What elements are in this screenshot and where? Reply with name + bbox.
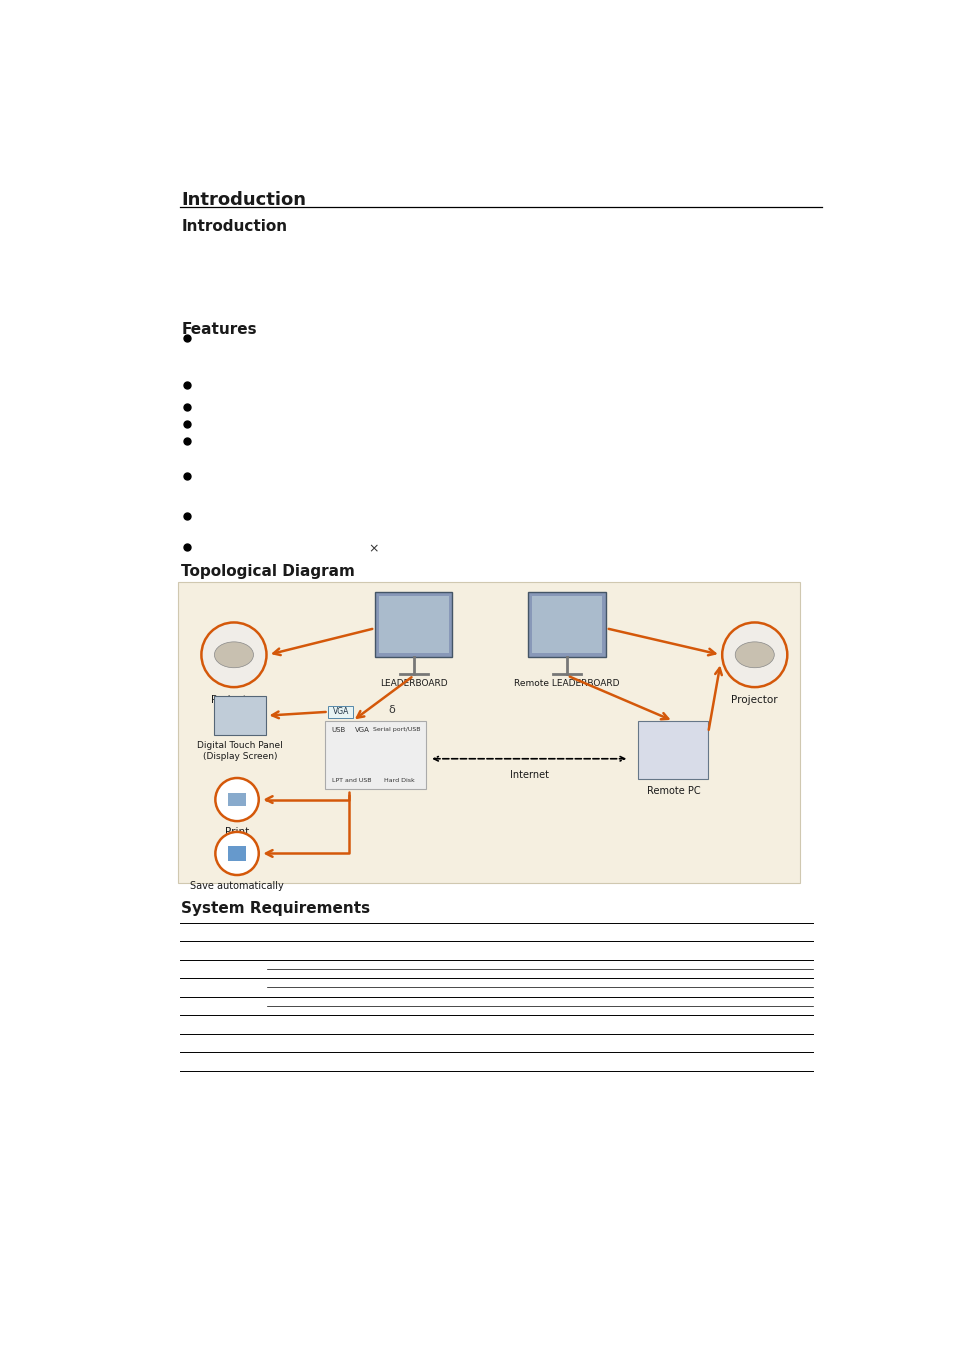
Circle shape bbox=[201, 622, 266, 687]
Circle shape bbox=[215, 778, 258, 821]
Bar bbox=[213, 697, 266, 734]
Text: (Display Screen): (Display Screen) bbox=[203, 752, 277, 761]
Bar bbox=[228, 794, 246, 806]
Text: Remote LEADERBOARD: Remote LEADERBOARD bbox=[514, 679, 619, 687]
Bar bbox=[532, 595, 601, 653]
Text: Introduction: Introduction bbox=[181, 219, 287, 234]
FancyArrowPatch shape bbox=[708, 668, 721, 730]
Text: Projector: Projector bbox=[731, 695, 778, 705]
Bar bbox=[228, 845, 246, 861]
Text: δ: δ bbox=[388, 705, 395, 716]
Circle shape bbox=[215, 832, 258, 875]
Bar bbox=[375, 591, 452, 657]
Text: Features: Features bbox=[181, 323, 256, 338]
Text: Topological Diagram: Topological Diagram bbox=[181, 564, 355, 579]
Text: ×: × bbox=[368, 543, 378, 556]
Text: Serial port/USB: Serial port/USB bbox=[373, 728, 420, 732]
Text: VGA: VGA bbox=[333, 707, 349, 717]
Text: Projector: Projector bbox=[211, 695, 257, 705]
Bar bbox=[178, 582, 799, 883]
Text: Internet: Internet bbox=[510, 771, 549, 780]
Ellipse shape bbox=[735, 641, 774, 668]
Bar bbox=[328, 706, 353, 718]
Ellipse shape bbox=[214, 641, 253, 668]
Text: Hard Disk: Hard Disk bbox=[383, 778, 414, 783]
Text: Introduction: Introduction bbox=[181, 192, 306, 209]
Text: Remote PC: Remote PC bbox=[646, 787, 700, 796]
Text: Print: Print bbox=[225, 828, 249, 837]
Text: USB: USB bbox=[332, 728, 346, 733]
Text: Save automatically: Save automatically bbox=[190, 882, 284, 891]
FancyArrowPatch shape bbox=[274, 629, 372, 655]
Text: LEADERBOARD: LEADERBOARD bbox=[379, 679, 447, 687]
Text: LPT and USB: LPT and USB bbox=[332, 778, 371, 783]
Bar bbox=[528, 591, 605, 657]
Text: Digital Touch Panel: Digital Touch Panel bbox=[197, 741, 283, 751]
Bar bbox=[378, 595, 448, 653]
Bar bbox=[325, 721, 426, 788]
Text: System Requirements: System Requirements bbox=[181, 902, 370, 917]
FancyArrowPatch shape bbox=[266, 791, 348, 803]
Text: VGA: VGA bbox=[355, 728, 370, 733]
FancyArrowPatch shape bbox=[608, 629, 715, 655]
Circle shape bbox=[721, 622, 786, 687]
FancyArrowPatch shape bbox=[356, 678, 411, 718]
FancyArrowPatch shape bbox=[272, 711, 325, 718]
FancyArrowPatch shape bbox=[569, 676, 667, 720]
FancyArrowPatch shape bbox=[266, 795, 348, 857]
Bar bbox=[638, 721, 707, 779]
